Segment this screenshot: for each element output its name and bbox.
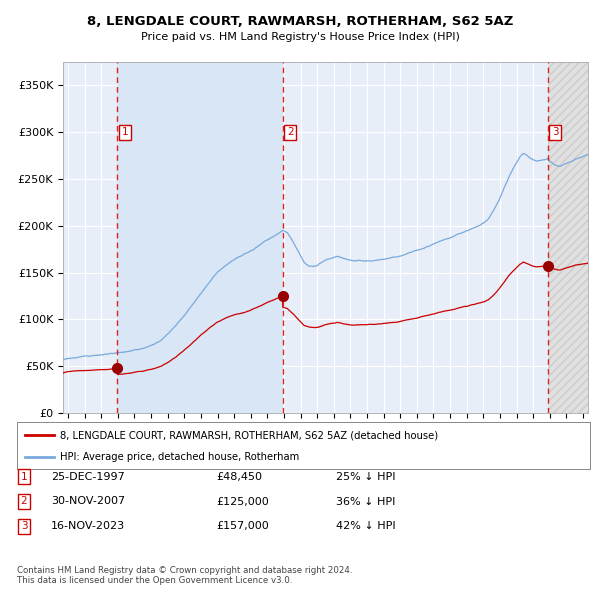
Text: Contains HM Land Registry data © Crown copyright and database right 2024.
This d: Contains HM Land Registry data © Crown c… [17,566,352,585]
Text: 1: 1 [20,472,28,481]
Text: 2: 2 [20,497,28,506]
Text: 30-NOV-2007: 30-NOV-2007 [51,497,125,506]
Text: 8, LENGDALE COURT, RAWMARSH, ROTHERHAM, S62 5AZ (detached house): 8, LENGDALE COURT, RAWMARSH, ROTHERHAM, … [60,430,438,440]
Text: 16-NOV-2023: 16-NOV-2023 [51,522,125,531]
Text: £125,000: £125,000 [216,497,269,506]
Text: HPI: Average price, detached house, Rotherham: HPI: Average price, detached house, Roth… [60,452,299,462]
Text: 8, LENGDALE COURT, RAWMARSH, ROTHERHAM, S62 5AZ: 8, LENGDALE COURT, RAWMARSH, ROTHERHAM, … [87,15,513,28]
Text: 36% ↓ HPI: 36% ↓ HPI [336,497,395,506]
Bar [118,62,283,413]
Text: 3: 3 [552,127,559,137]
Text: 25-DEC-1997: 25-DEC-1997 [51,472,125,481]
Text: 3: 3 [20,522,28,531]
Text: £48,450: £48,450 [216,472,262,481]
Text: 25% ↓ HPI: 25% ↓ HPI [336,472,395,481]
Text: Price paid vs. HM Land Registry's House Price Index (HPI): Price paid vs. HM Land Registry's House … [140,32,460,42]
Text: 1: 1 [122,127,128,137]
Text: £157,000: £157,000 [216,522,269,531]
Text: 42% ↓ HPI: 42% ↓ HPI [336,522,395,531]
Bar [548,62,588,413]
Text: 2: 2 [287,127,293,137]
